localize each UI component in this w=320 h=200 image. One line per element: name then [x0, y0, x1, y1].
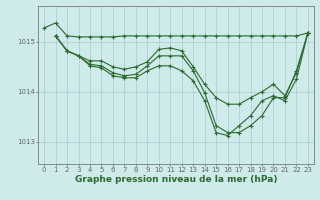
X-axis label: Graphe pression niveau de la mer (hPa): Graphe pression niveau de la mer (hPa) [75, 175, 277, 184]
